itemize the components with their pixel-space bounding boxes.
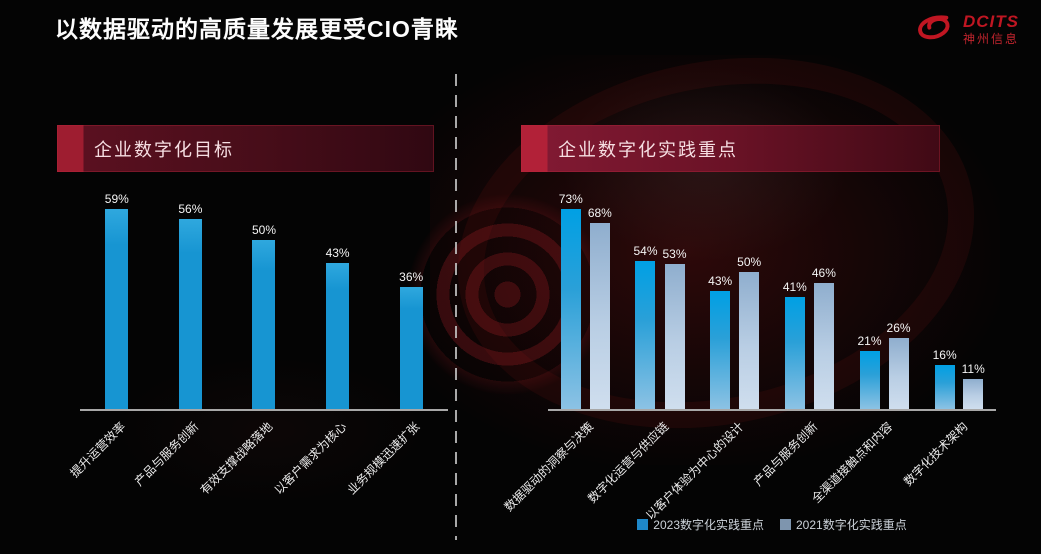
bar-rect <box>934 365 955 409</box>
logo-brand: DCITS <box>962 11 1019 31</box>
bar-column: 73% <box>559 192 583 409</box>
bar-value-label: 36% <box>399 270 424 284</box>
category-label: 全渠道接触点和内容 <box>809 419 896 506</box>
category-label: 数据驱动的洞察与决策 <box>501 419 597 515</box>
bar-rect <box>664 264 685 409</box>
bar-rect <box>710 291 731 409</box>
bar-value-label: 59% <box>104 192 129 206</box>
category-label: 产品与服务创新 <box>132 419 202 489</box>
bar-column: 54% <box>633 244 658 409</box>
bar-rect <box>813 283 834 409</box>
bar-column: 41% <box>783 280 807 409</box>
legend-label: 2021数字化实践重点 <box>796 518 907 532</box>
bar-rect <box>888 338 909 409</box>
bar-rect <box>326 263 350 409</box>
company-logo: DCITS 神州信息 <box>914 12 1019 46</box>
category-label: 产品与服务创新 <box>751 419 821 489</box>
bar-value-label: 43% <box>708 274 733 288</box>
bar-slot: 50% 有效支撑战略落地 <box>198 180 301 497</box>
bar-group: 43% 50% 以客户体验为中心的设计 <box>643 180 772 523</box>
bar-rect <box>739 272 760 409</box>
category-label: 以客户需求为核心 <box>271 419 349 498</box>
bar-value-label: 26% <box>886 321 911 335</box>
bar-value-label: 53% <box>662 247 687 261</box>
legend-swatch-icon <box>780 519 791 530</box>
bar-rect <box>784 297 805 409</box>
bar-rect <box>589 223 610 409</box>
legend-label: 2023数字化实践重点 <box>653 518 764 532</box>
category-label: 数字化技术架构 <box>900 419 971 489</box>
bar-slot: 43% 以客户需求为核心 <box>271 180 375 497</box>
right-section-banner: 企业数字化实践重点 <box>521 125 940 172</box>
bar-column: 43% <box>708 274 732 409</box>
bar-column: 26% <box>887 321 911 409</box>
bar-column: 46% <box>812 266 836 409</box>
bar-value-label: 46% <box>811 266 836 280</box>
category-label: 业务规模迅速扩张 <box>344 419 423 498</box>
bar-rect <box>560 209 581 409</box>
category-label: 提升运营效率 <box>67 419 129 481</box>
goals-bar-chart: 59% 提升运营效率 56% 产品与服务创新 50% 有效支撑战略落地 43% 以客户需求为核… <box>67 180 448 497</box>
bar-group: 54% 53% 数字化运营与供应链 <box>585 180 698 506</box>
bar-column: 21% <box>857 334 882 409</box>
left-section-banner: 企业数字化目标 <box>57 125 434 172</box>
bar-column: 50% <box>737 255 761 409</box>
legend-item: 2023数字化实践重点 <box>637 516 764 533</box>
bar-value-label: 50% <box>737 255 762 269</box>
bar-rect <box>399 287 423 409</box>
bar-group: 16% 11% 数字化技术架构 <box>901 180 996 489</box>
bar-rect <box>859 351 880 409</box>
bar-group: 73% 68% 数据驱动的洞察与决策 <box>502 180 623 514</box>
legend-item: 2021数字化实践重点 <box>780 516 907 533</box>
bar-slot: 36% 业务规模迅速扩张 <box>345 180 448 497</box>
logo-swirl-icon <box>918 15 950 40</box>
chart-legend: 2023数字化实践重点 2021数字化实践重点 <box>548 516 996 533</box>
bar-slot: 59% 提升运营效率 <box>67 180 154 480</box>
bar-slot: 56% 产品与服务创新 <box>132 180 228 489</box>
bar-rect <box>635 261 656 409</box>
page-title: 以数据驱动的高质量发展更受CIO青睐 <box>55 16 459 42</box>
left-section-title: 企业数字化目标 <box>94 139 234 160</box>
vertical-dashed-divider <box>455 74 457 540</box>
category-label: 有效支撑战略落地 <box>197 419 276 498</box>
bar-column: 53% <box>663 247 687 409</box>
bar-value-label: 73% <box>558 192 583 206</box>
bar-value-label: 50% <box>251 223 276 237</box>
right-section-title: 企业数字化实践重点 <box>558 139 738 160</box>
bar-rect <box>105 209 129 409</box>
bar-column: 68% <box>588 206 612 409</box>
bar-value-label: 68% <box>587 206 612 220</box>
bar-rect <box>178 219 202 409</box>
bar-rect <box>963 379 984 409</box>
bar-group: 21% 26% 全渠道接触点和内容 <box>809 180 922 506</box>
bar-group: 41% 46% 产品与服务创新 <box>751 180 847 489</box>
bar-value-label: 21% <box>857 334 882 348</box>
bar-column: 16% <box>933 348 957 409</box>
bar-rect <box>252 240 276 409</box>
logo-subtitle: 神州信息 <box>962 31 1019 46</box>
logo-text: DCITS 神州信息 <box>962 11 1019 46</box>
bar-value-label: 43% <box>325 246 350 260</box>
bar-value-label: 41% <box>782 280 807 294</box>
bar-value-label: 16% <box>932 348 957 362</box>
bar-column: 11% <box>962 362 985 409</box>
legend-swatch-icon <box>637 519 649 530</box>
practice-bar-chart: 73% 68% 数据驱动的洞察与决策 54% 53% 数字化运营与供应链 43% 50% 以客户… <box>502 180 996 523</box>
bar-value-label: 56% <box>178 202 203 216</box>
bar-value-label: 11% <box>961 362 985 376</box>
bar-value-label: 54% <box>633 244 658 258</box>
